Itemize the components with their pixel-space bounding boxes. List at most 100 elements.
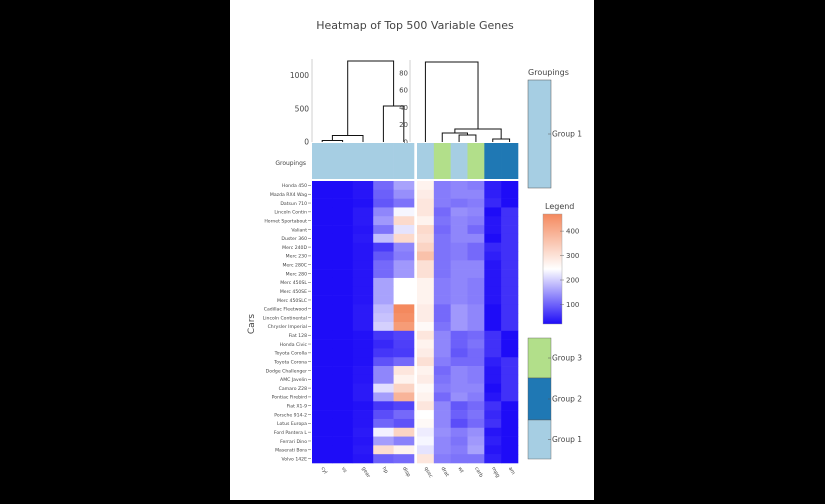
heatmap-cell (484, 295, 502, 305)
heatmap-cell (450, 366, 468, 376)
heatmap-cell (501, 383, 519, 393)
heatmap-cell (450, 233, 468, 243)
heatmap-cell (501, 277, 519, 288)
heatmap-cell (393, 322, 415, 332)
heatmap-cell (433, 401, 451, 411)
heatmap-cell (450, 295, 468, 305)
heatmap-cell (332, 445, 354, 455)
heatmap-cell (312, 401, 333, 411)
heatmap-cell (332, 330, 354, 340)
heatmap-cell (373, 233, 394, 243)
heatmap-cell (352, 269, 374, 279)
row-labels: Honda 450 Mazda RX4 Wag Datsun 710 Lincoln … (263, 183, 311, 462)
heatmap-cell (312, 242, 333, 252)
heatmap-cell (312, 295, 333, 305)
row-label: Hornet Sportabout (264, 218, 307, 224)
heatmap-cell (373, 269, 394, 279)
heatmap-cell (450, 269, 468, 279)
heatmap-cell (484, 366, 502, 376)
heatmap-cell (433, 251, 451, 261)
heatmap-cell (450, 454, 468, 464)
heatmap-cell (501, 401, 519, 411)
heatmap-cell (332, 181, 354, 191)
heatmap-cell (352, 339, 374, 349)
heatmap-cell (393, 392, 415, 402)
heatmap-cell (373, 374, 394, 384)
heatmap-cell (433, 269, 451, 279)
heatmap-cell (352, 366, 374, 376)
heatmap-cell (484, 207, 502, 217)
heatmap-cell (417, 233, 435, 243)
heatmap-cell (433, 207, 451, 217)
heatmap-cell (352, 198, 374, 208)
heatmap-cell (450, 286, 468, 296)
dendrogram-link (492, 138, 511, 142)
heatmap-cell (373, 260, 394, 270)
column-label: am (507, 466, 516, 476)
heatmap-cell (373, 277, 394, 288)
heatmap-cell (393, 410, 415, 420)
heatmap-cell (352, 410, 374, 420)
heatmap-cell (312, 427, 333, 437)
heatmap-cell (484, 242, 502, 252)
heatmap-cell (312, 410, 333, 420)
heatmap-cell (433, 313, 451, 323)
heatmap-cell (393, 269, 415, 279)
row-label: Maserati Bora (275, 448, 307, 454)
heatmap-cell (352, 322, 374, 332)
heatmap-cell (332, 401, 354, 411)
heatmap-cell (312, 198, 333, 208)
dendrogram-link (347, 60, 395, 136)
heatmap-chart: Heatmap of Top 500 Variable Genes 0 500 10… (247, 19, 582, 480)
heatmap-cell (450, 242, 468, 252)
column-group-legend: Group 1 (527, 79, 582, 189)
heatmap-cell (373, 251, 394, 261)
heatmap-cell (312, 251, 333, 261)
heatmap-cell (312, 313, 333, 323)
heatmap-cell (312, 277, 333, 288)
heatmap-cell (332, 339, 354, 349)
dendrogram-link (424, 61, 479, 142)
dendrogram-link (441, 132, 468, 142)
heatmap-cell (312, 233, 333, 243)
heatmap-cell (417, 374, 435, 384)
heatmap-cell (352, 242, 374, 252)
column-label: vs (340, 466, 348, 474)
heatmap-cell (484, 436, 502, 446)
heatmap-cell (352, 392, 374, 402)
heatmap-cell (393, 357, 415, 367)
heatmap-cell (467, 242, 485, 252)
row-label: Merc 280 (286, 271, 307, 277)
heatmap-cell (393, 401, 415, 411)
heatmap-cell (352, 374, 374, 384)
heatmap-cell (484, 286, 502, 296)
column-group-cell (501, 143, 519, 179)
heatmap-cell (373, 295, 394, 305)
heatmap-cell (393, 339, 415, 349)
heatmap-cell (450, 260, 468, 270)
dendrogram-right (424, 61, 511, 142)
column-label: carb (473, 466, 484, 479)
heatmap-cell (393, 286, 415, 296)
row-label: Lincoln Contin (274, 210, 307, 216)
heatmap-cell (373, 242, 394, 252)
column-group-cell (450, 143, 468, 179)
y-axis-label: Cars (247, 314, 257, 334)
column-label: wt (456, 466, 464, 474)
heatmap-cell (450, 225, 468, 235)
heatmap-cell (373, 357, 394, 367)
heatmap-cell (373, 339, 394, 349)
heatmap-cell (450, 198, 468, 208)
axis-tick-label: 40 (399, 104, 408, 112)
heatmap-cell (501, 269, 519, 279)
heatmap-cell (332, 233, 354, 243)
heatmap-cell (312, 445, 333, 455)
group-legend-label: Group 1 (552, 130, 582, 139)
heatmap-cell (393, 181, 415, 191)
heatmap-cell (467, 392, 485, 402)
heatmap-cell (484, 330, 502, 340)
heatmap-cell (312, 348, 333, 358)
heatmap-cell (484, 339, 502, 349)
heatmap-cell (467, 427, 485, 437)
row-label: Duster 360 (281, 236, 307, 242)
